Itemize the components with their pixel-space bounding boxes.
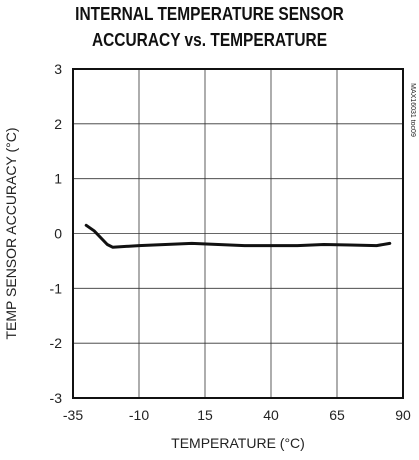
y-tick-label: 0 xyxy=(54,226,62,242)
y-tick-label: -1 xyxy=(50,280,63,296)
y-tick-label: 2 xyxy=(54,116,62,132)
chart-title-line-2: ACCURACY vs. TEMPERATURE xyxy=(91,30,328,50)
x-axis-label: TEMPERATURE (°C) xyxy=(171,435,305,451)
x-tick-label: 15 xyxy=(197,407,213,423)
x-tick-label: 40 xyxy=(263,407,279,423)
y-tick-label: -2 xyxy=(50,335,63,351)
grid xyxy=(72,68,404,399)
watermark-label: MAX16031 toc09 xyxy=(409,83,416,137)
plot-frame xyxy=(72,68,404,399)
x-tick-label: -35 xyxy=(63,407,83,423)
x-tick-label: -10 xyxy=(129,407,149,423)
y-tick-label: 3 xyxy=(54,61,62,77)
x-axis-ticks: -35 -10 15 40 65 90 xyxy=(63,407,411,423)
y-tick-label: -3 xyxy=(50,390,63,406)
y-axis-ticks: 3 2 1 0 -1 -2 -3 xyxy=(50,61,63,406)
x-tick-label: 90 xyxy=(395,407,411,423)
series-line xyxy=(84,223,392,249)
y-tick-label: 1 xyxy=(54,171,62,187)
y-axis-label: TEMP SENSOR ACCURACY (°C) xyxy=(3,127,19,339)
x-tick-label: 65 xyxy=(329,407,345,423)
series-group xyxy=(84,223,392,249)
chart-title-line-1: INTERNAL TEMPERATURE SENSOR xyxy=(75,4,344,24)
